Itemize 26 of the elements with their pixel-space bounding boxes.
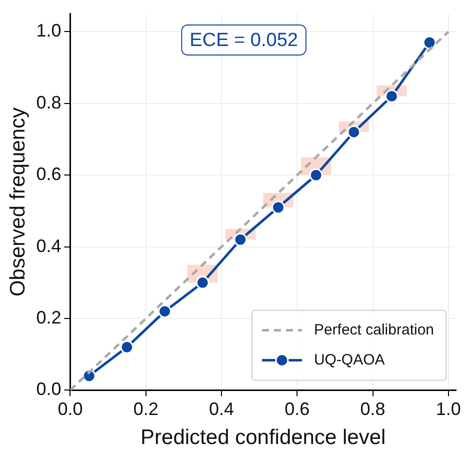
legend-label: Perfect calibration <box>314 321 434 338</box>
y-tick-label: 0.8 <box>36 92 62 112</box>
point <box>120 340 134 354</box>
point <box>422 36 436 50</box>
x-axis-title: Predicted confidence level <box>140 426 386 450</box>
y-tick-label: 0.6 <box>36 164 62 184</box>
point <box>347 125 361 139</box>
x-tick-label: 1.0 <box>436 398 461 419</box>
y-tick-label: 0.4 <box>36 236 62 256</box>
point <box>271 200 285 214</box>
point <box>196 276 210 290</box>
legend-label: UQ-QAOA <box>314 351 385 368</box>
x-tick-label: 0.0 <box>58 398 83 419</box>
y-tick-label: 0.0 <box>36 379 62 400</box>
point <box>158 304 172 318</box>
annotation: ECE = 0.052 <box>190 30 298 52</box>
x-tick-label: 0.6 <box>284 398 310 419</box>
point <box>384 90 398 103</box>
y-axis-title: Observed frequency <box>6 106 30 297</box>
x-tick-label: 0.8 <box>360 398 386 419</box>
x-tick-label: 0.2 <box>133 398 158 419</box>
point <box>234 232 248 246</box>
point <box>309 168 323 182</box>
y-tick-label: 0.2 <box>36 307 62 328</box>
y-tick-label: 1.0 <box>36 20 62 41</box>
x-tick-label: 0.4 <box>208 398 234 419</box>
